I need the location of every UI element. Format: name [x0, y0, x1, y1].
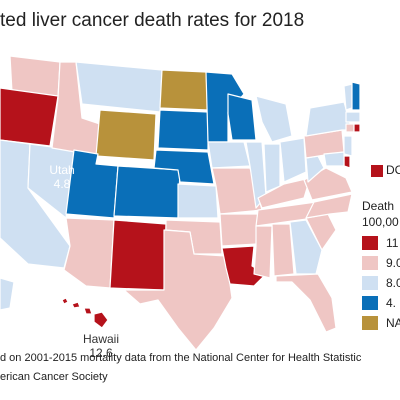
dc-label: DC: [386, 163, 400, 177]
state-maryland: [323, 151, 345, 167]
state-vermont: [343, 83, 353, 111]
state-new-hampshire: [351, 81, 360, 111]
state-missouri: [211, 167, 263, 215]
state-alaska: [0, 277, 15, 311]
state-massachusetts: [345, 111, 360, 123]
hawaii-value: 12.6: [89, 346, 113, 360]
hawaii-name: Hawaii: [82, 332, 119, 346]
state-texas: [123, 229, 233, 351]
state-georgia: [289, 219, 323, 275]
state-south-dakota: [157, 109, 209, 151]
state-nebraska: [153, 149, 215, 185]
state-ohio: [279, 137, 307, 183]
legend-title-line1: Death: [362, 199, 395, 213]
state-indiana: [263, 143, 281, 193]
state-hawaii: [61, 297, 109, 329]
state-colorado: [113, 165, 181, 219]
state-new-mexico: [109, 219, 167, 291]
state-florida: [275, 273, 337, 333]
legend-label: 9.0: [386, 255, 400, 270]
legend-swatch: [362, 315, 378, 330]
legend-item: 8.0: [362, 274, 400, 290]
utah-label: Utah 4.8: [46, 163, 78, 191]
legend-label: 4.: [386, 295, 397, 310]
state-arkansas: [219, 213, 259, 247]
legend-item: NA: [362, 314, 400, 330]
state-oregon: [0, 87, 59, 147]
legend-title-line2: 100,00: [362, 215, 399, 229]
legend-title: Death 100,00: [362, 198, 399, 230]
utah-value: 4.8: [53, 177, 71, 191]
hawaii-label: Hawaii 12.6: [76, 332, 126, 360]
state-rhode-island: [353, 123, 360, 133]
state-mississippi: [253, 225, 273, 279]
legend-item: 11: [362, 234, 398, 250]
us-map: [0, 55, 360, 351]
legend-item: 4.: [362, 294, 396, 310]
legend-item: 9.0: [362, 254, 400, 270]
state-wisconsin: [227, 93, 257, 141]
source-note: d on 2001-2015 mortality data from the N…: [0, 352, 362, 364]
dc-swatch: [371, 165, 383, 177]
legend-swatch: [362, 275, 378, 290]
state-wyoming: [95, 109, 157, 161]
state-north-carolina: [305, 193, 353, 219]
utah-name: Utah: [49, 163, 75, 177]
source-credit: erican Cancer Society: [0, 371, 108, 383]
state-montana: [75, 61, 163, 113]
legend-swatch: [362, 295, 378, 310]
state-michigan: [255, 95, 293, 143]
state-new-york: [305, 101, 353, 137]
map-title: ted liver cancer death rates for 2018: [0, 10, 305, 31]
state-new-jersey: [343, 135, 353, 157]
state-iowa: [207, 141, 251, 169]
state-arizona: [63, 217, 115, 289]
legend-label: NA: [386, 315, 400, 330]
legend-swatch: [362, 255, 378, 270]
state-louisiana: [221, 245, 267, 287]
state-delaware: [343, 155, 351, 169]
state-north-dakota: [159, 69, 209, 111]
state-connecticut: [345, 123, 355, 133]
legend-label: 11: [386, 235, 399, 250]
legend-swatch: [362, 235, 378, 250]
state-alabama: [271, 223, 295, 277]
state-kansas: [177, 183, 219, 219]
legend-label: 8.0: [386, 275, 400, 290]
